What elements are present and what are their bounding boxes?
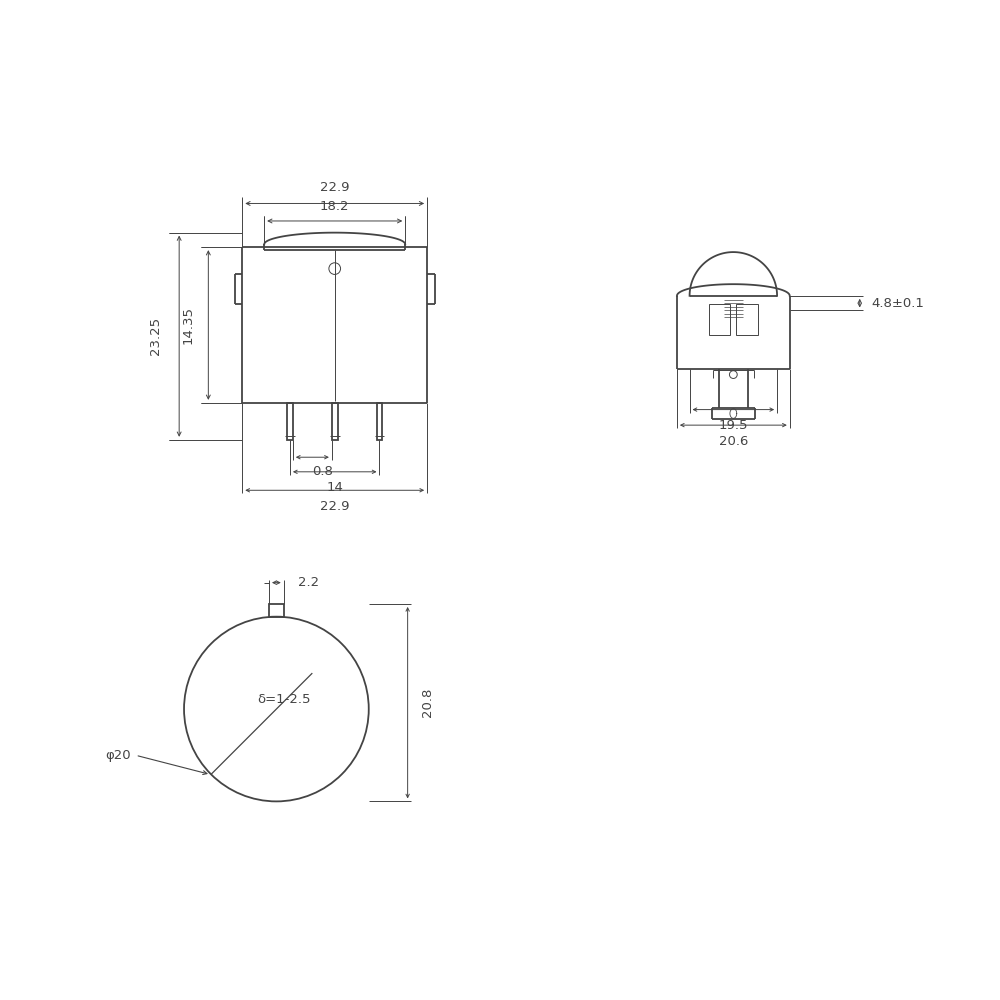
- Text: 14: 14: [326, 481, 343, 494]
- Text: 23.25: 23.25: [149, 317, 162, 355]
- Text: 14.35: 14.35: [182, 306, 195, 344]
- Text: 19.5: 19.5: [719, 419, 748, 432]
- Text: 2.2: 2.2: [298, 576, 319, 589]
- Bar: [332, 403, 338, 440]
- Text: δ=1-2.5: δ=1-2.5: [257, 693, 311, 706]
- Bar: [736, 304, 758, 335]
- Bar: [709, 304, 730, 335]
- Text: 0.8: 0.8: [312, 465, 333, 478]
- Bar: [269, 604, 284, 617]
- Text: φ20: φ20: [105, 749, 131, 762]
- Text: 18.2: 18.2: [320, 200, 349, 213]
- Text: 22.9: 22.9: [320, 181, 349, 194]
- Text: 22.9: 22.9: [320, 500, 349, 513]
- Bar: [377, 403, 382, 440]
- Bar: [287, 403, 293, 440]
- Text: 20.8: 20.8: [421, 688, 434, 717]
- Text: 20.6: 20.6: [719, 435, 748, 448]
- Text: 4.8±0.1: 4.8±0.1: [871, 297, 924, 310]
